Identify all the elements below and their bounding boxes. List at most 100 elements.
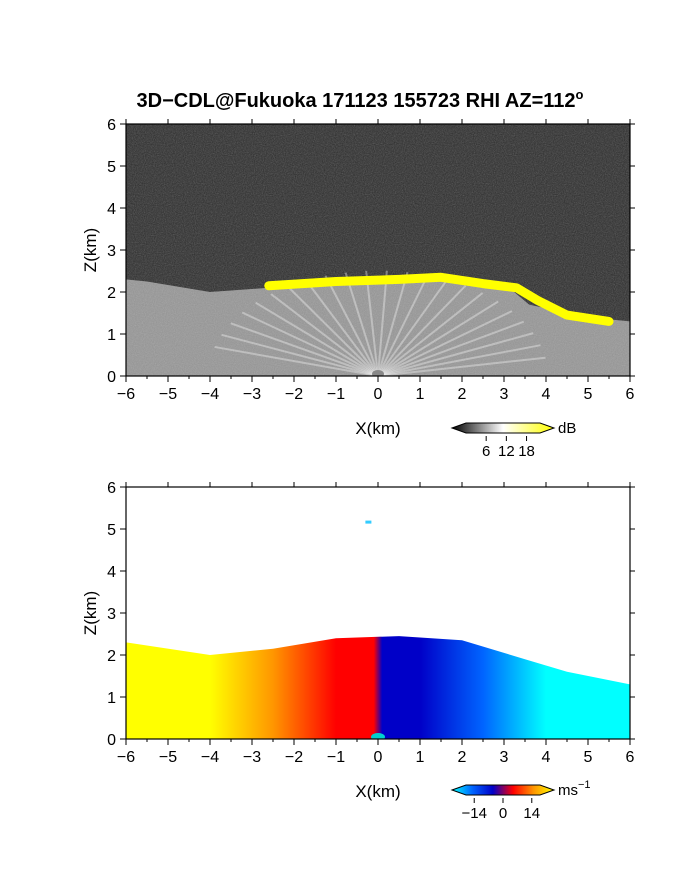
top-x-tick-label: −3 xyxy=(243,386,261,403)
db-echo-ray xyxy=(377,320,525,376)
colorbar-velocity-tick-label: 0 xyxy=(499,805,507,822)
db-echo-ray xyxy=(214,345,379,376)
top-x-tick-label: −1 xyxy=(327,386,345,403)
db-echo-rays xyxy=(214,270,546,376)
bottom-y-tick-label: 4 xyxy=(107,564,116,581)
bottom-x-tick-label: 4 xyxy=(542,749,551,766)
db-radar-site xyxy=(372,370,384,376)
colorbar-velocity: ms−1 −14 0 14 xyxy=(450,779,591,822)
top-x-tick-label: −5 xyxy=(159,386,177,403)
db-echo-ray xyxy=(377,310,513,376)
top-x-tick-label: 4 xyxy=(542,386,551,403)
bottom-y-tick-label: 5 xyxy=(107,522,116,539)
top-x-tick-label: 2 xyxy=(458,386,467,403)
bottom-y-tick-label: 3 xyxy=(107,606,116,623)
db-echo-ray xyxy=(377,356,546,376)
bottom-x-tick-label: −5 xyxy=(159,749,177,766)
top-y-tick-label: 5 xyxy=(107,159,116,176)
colorbar-velocity-bar xyxy=(450,784,556,796)
top-y-tick-label: 3 xyxy=(107,243,116,260)
bottom-x-tick-label: 2 xyxy=(458,749,467,766)
db-echo-ray xyxy=(377,279,448,376)
db-echo-ray xyxy=(377,292,484,376)
db-echo-ray xyxy=(377,271,409,376)
chart-title-text: 3D−CDL@Fukuoka 171123 155723 RHI AZ=112 xyxy=(137,90,576,112)
top-x-tick-label: 0 xyxy=(374,386,383,403)
bottom-y-tick-label: 2 xyxy=(107,648,116,665)
y-axis-label-bottom: Z(km) xyxy=(81,591,100,635)
db-echo-ray xyxy=(377,284,467,376)
x-axis-bottom: −6 −5 −4 −3 −2 −1 0 1 2 3 4 5 6 xyxy=(117,482,635,766)
db-echo-ray xyxy=(377,270,388,376)
top-y-tick-label: 0 xyxy=(107,369,116,386)
bottom-y-tick-label: 0 xyxy=(107,732,116,749)
bottom-y-tick-label: 6 xyxy=(107,480,116,497)
colorbar-velocity-tick-label: −14 xyxy=(461,805,486,822)
db-echo-ray xyxy=(305,279,379,376)
y-axis-top: 0 1 2 3 4 5 6 xyxy=(107,117,635,386)
db-echo-ray xyxy=(377,332,534,376)
db-echo-ray xyxy=(365,270,379,376)
db-cloud-layer xyxy=(264,272,614,326)
velocity-echo-region xyxy=(126,636,630,739)
bottom-x-tick-label: 5 xyxy=(584,749,593,766)
db-echo-ray xyxy=(270,293,379,376)
top-y-tick-label: 2 xyxy=(107,285,116,302)
colorbar-db-tick-label: 6 xyxy=(482,443,490,460)
colorbar-velocity-tick-label: 14 xyxy=(523,805,540,822)
top-x-tick-label: 5 xyxy=(584,386,593,403)
db-echo-ray xyxy=(241,311,379,376)
db-echo-ray xyxy=(324,275,379,376)
db-echo-ray xyxy=(377,274,429,376)
db-echo-ray xyxy=(221,333,379,376)
top-y-tick-label: 1 xyxy=(107,327,116,344)
x-axis-label-bottom: X(km) xyxy=(355,782,400,801)
bottom-x-tick-label: 1 xyxy=(416,749,425,766)
bottom-y-tick-label: 1 xyxy=(107,690,116,707)
db-echo-ray xyxy=(377,300,499,376)
top-x-tick-label: −4 xyxy=(201,386,219,403)
top-x-tick-label: 1 xyxy=(416,386,425,403)
top-x-tick-label: 6 xyxy=(626,386,635,403)
y-axis-label-top: Z(km) xyxy=(81,228,100,272)
velocity-radar-site xyxy=(371,733,385,739)
colorbar-velocity-unit-superscript: −1 xyxy=(578,779,591,791)
bottom-x-tick-label: −3 xyxy=(243,749,261,766)
bottom-x-tick-label: 6 xyxy=(626,749,635,766)
db-echo-region xyxy=(126,275,630,376)
y-axis-bottom: 0 1 2 3 4 5 6 xyxy=(107,480,635,749)
velocity-isolated-echo xyxy=(365,520,372,524)
x-axis-top: −6 −5 −4 −3 −2 −1 0 1 2 3 4 5 6 xyxy=(117,119,635,403)
top-y-tick-label: 4 xyxy=(107,201,116,218)
top-x-tick-label: 3 xyxy=(500,386,509,403)
bottom-x-tick-label: −2 xyxy=(285,749,303,766)
bottom-x-tick-label: −4 xyxy=(201,749,219,766)
db-echo-ray xyxy=(287,285,379,376)
db-echo-ray xyxy=(377,344,541,376)
colorbar-db-tick-label: 18 xyxy=(518,443,535,460)
colorbar-velocity-unit-text: ms xyxy=(558,782,578,799)
chart-title-superscript: o xyxy=(576,87,584,102)
db-echo-ray xyxy=(230,322,379,376)
bottom-x-tick-label: −1 xyxy=(327,749,345,766)
top-x-tick-label: −2 xyxy=(285,386,303,403)
db-echo-ray xyxy=(344,272,379,376)
colorbar-velocity-ticks: −14 0 14 xyxy=(461,798,540,822)
colorbar-db-tick-label: 12 xyxy=(498,443,515,460)
chart-title: 3D−CDL@Fukuoka 171123 155723 RHI AZ=112o xyxy=(137,87,584,112)
bottom-x-tick-label: −6 xyxy=(117,749,135,766)
x-axis-label-top: X(km) xyxy=(355,419,400,438)
db-echo-ray xyxy=(255,301,379,376)
colorbar-db-ticks: 6 12 18 xyxy=(482,436,535,460)
top-y-tick-label: 6 xyxy=(107,117,116,134)
top-x-tick-label: −6 xyxy=(117,386,135,403)
colorbar-db-unit: dB xyxy=(558,420,576,437)
colorbar-db-bar xyxy=(450,422,556,434)
colorbar-velocity-unit: ms−1 xyxy=(558,779,591,799)
bottom-x-tick-label: 0 xyxy=(374,749,383,766)
colorbar-db: dB 6 12 18 xyxy=(450,420,576,460)
bottom-x-tick-label: 3 xyxy=(500,749,509,766)
